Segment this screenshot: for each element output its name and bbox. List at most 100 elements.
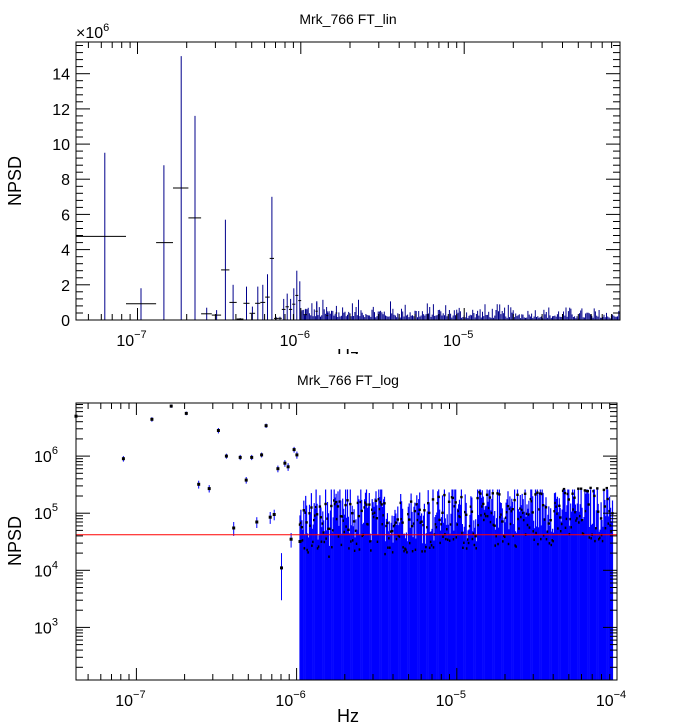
noise-point <box>541 504 545 507</box>
data-point <box>335 305 338 320</box>
noise-point <box>314 514 317 517</box>
noise-point <box>333 502 337 506</box>
noise-point <box>586 490 589 493</box>
noise-point <box>468 524 472 528</box>
noise-point <box>549 519 552 522</box>
noise-point <box>371 508 374 511</box>
noise-point <box>311 544 314 547</box>
noise-point <box>333 499 336 502</box>
noise-band <box>298 486 614 680</box>
noise-point <box>570 526 573 529</box>
noise-point <box>574 511 577 514</box>
noise-point <box>481 505 484 508</box>
noise-point <box>541 492 544 496</box>
data-point <box>244 477 248 484</box>
point-marker <box>238 455 242 459</box>
point-marker <box>292 448 296 452</box>
noise-point <box>374 499 378 502</box>
noise-point <box>504 516 508 519</box>
data-point <box>188 115 202 320</box>
plot-frame <box>75 402 618 681</box>
data-point <box>207 485 211 493</box>
noise-point <box>400 517 403 521</box>
x-tick-label: 10−7 <box>116 329 146 350</box>
noise-point <box>522 511 525 515</box>
data-point <box>173 56 189 320</box>
noise-point <box>483 518 486 522</box>
noise-point <box>426 526 429 529</box>
data-point <box>289 533 293 548</box>
noise-point <box>351 512 354 515</box>
noise-point <box>469 505 473 508</box>
noise-point <box>579 514 582 518</box>
x-tick-label: 10−4 <box>596 689 626 710</box>
noise-point <box>401 521 404 524</box>
noise-point <box>409 541 412 545</box>
data-point <box>295 451 299 459</box>
noise-point <box>411 550 415 553</box>
noise-point <box>515 545 518 548</box>
noise-point <box>340 543 343 547</box>
noise-point <box>546 530 550 533</box>
noise-point <box>425 545 428 549</box>
noise-point <box>308 512 311 515</box>
noise-point <box>543 518 547 521</box>
noise-point <box>369 540 372 543</box>
noise-point <box>318 505 322 508</box>
noise-point <box>498 493 501 496</box>
noise-point <box>459 515 462 519</box>
noise-point <box>344 503 347 507</box>
noise-point <box>484 512 487 516</box>
noise-point <box>380 503 383 506</box>
noise-point <box>478 491 481 494</box>
noise-point <box>528 526 531 529</box>
noise-point <box>604 527 607 530</box>
data-point <box>280 553 283 601</box>
data-point <box>288 298 293 320</box>
point-marker <box>169 404 173 408</box>
noise-point <box>599 517 603 520</box>
point-marker <box>276 467 280 471</box>
data-point <box>295 270 299 320</box>
noise-point <box>493 524 496 527</box>
x-axis: 10−7 10−6 10−5 10−4 <box>87 403 626 710</box>
noise-point <box>500 513 503 516</box>
noise-point <box>451 496 455 500</box>
data-point <box>250 454 254 461</box>
noise-point <box>463 541 466 544</box>
data-point <box>216 428 220 434</box>
plot-frame <box>75 41 621 321</box>
noise-point <box>435 526 438 529</box>
point-marker <box>184 411 188 415</box>
noise-point <box>608 509 611 513</box>
noise-point <box>438 518 441 522</box>
noise-point <box>402 546 405 549</box>
y-tick-label: 104 <box>34 559 58 580</box>
noise-point <box>328 555 331 558</box>
noise-point <box>461 531 464 535</box>
point-marker <box>264 424 268 428</box>
x-axis-label: Hz <box>337 706 359 722</box>
noise-point <box>399 501 402 505</box>
y-tick-label: 8 <box>61 172 70 189</box>
noise-point <box>554 501 557 505</box>
data-points <box>76 56 338 320</box>
noise-point <box>513 498 516 502</box>
noise-point <box>532 530 535 533</box>
noise-point <box>490 511 493 515</box>
data-point <box>281 298 286 320</box>
noise-point <box>538 508 541 511</box>
noise-point <box>561 489 565 492</box>
noise-point <box>323 540 326 544</box>
noise-point <box>505 511 509 514</box>
noise-point <box>385 524 388 528</box>
data-point <box>264 423 268 428</box>
noise-point <box>417 512 420 516</box>
y-tick-label: 4 <box>61 243 70 260</box>
noise-point <box>357 514 361 518</box>
noise-point <box>345 525 348 528</box>
y-tick-label: 103 <box>34 616 58 637</box>
noise-point <box>496 492 499 495</box>
noise-point <box>557 527 560 530</box>
y-axis-label: NPSD <box>5 516 25 566</box>
